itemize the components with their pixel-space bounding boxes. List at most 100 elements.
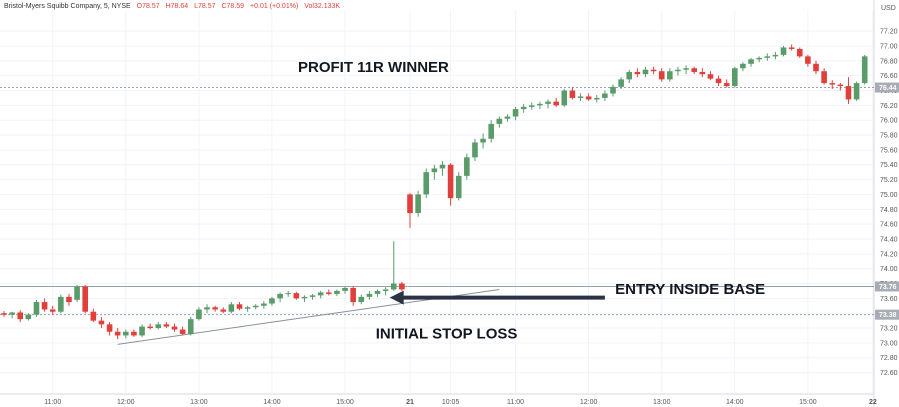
candle-body [504, 116, 511, 119]
candle-body [585, 96, 592, 100]
candle [1, 310, 7, 317]
candle-body [805, 56, 811, 64]
candle-body [317, 292, 324, 296]
legend-high: H78.64 [165, 3, 189, 10]
candle [756, 56, 762, 63]
candle-body [25, 314, 32, 320]
price-tick-label: 73.60 [880, 296, 898, 303]
candle-body [447, 164, 454, 199]
price-tick-label: 75.40 [880, 162, 898, 169]
candle [496, 116, 503, 128]
candle [49, 305, 56, 315]
candle-body [33, 302, 40, 315]
candle-body [537, 103, 543, 106]
candle-body [569, 90, 576, 98]
candle-body [179, 329, 186, 334]
candle-body [415, 194, 421, 213]
time-tick-label: 13:00 [653, 399, 671, 406]
candle-body [480, 138, 486, 143]
candle-body [455, 175, 462, 199]
candle [821, 68, 827, 85]
entry-arrow-head [389, 290, 404, 305]
candle [350, 286, 356, 306]
candle [277, 292, 283, 303]
candle-body [756, 57, 762, 60]
candle [805, 54, 811, 67]
candle-body [82, 286, 88, 312]
candle-body [780, 47, 787, 55]
price-tick-label: 76.00 [880, 118, 898, 125]
candle [399, 282, 405, 291]
candle-body [439, 164, 446, 169]
candle [764, 53, 771, 61]
candle [98, 316, 105, 329]
price-tick-label: 75.80 [880, 133, 898, 140]
candle [131, 329, 137, 337]
price-tick-label: 75.20 [880, 177, 898, 184]
candle-body [114, 331, 121, 336]
price-tick-label: 74.20 [880, 251, 898, 258]
chart-annotation: INITIAL STOP LOSS [376, 325, 518, 342]
time-tick-label: 21 [406, 399, 414, 406]
candle-body [382, 289, 389, 291]
time-tick-label: 10:05 [442, 399, 460, 406]
candle-body [41, 302, 48, 310]
candle [212, 305, 218, 312]
candle [252, 304, 259, 310]
candle [25, 313, 32, 321]
candle-body [58, 296, 64, 312]
candle-body [748, 59, 754, 64]
candle [723, 79, 730, 88]
candle [537, 101, 543, 110]
candle-body [683, 68, 689, 70]
candle-body [561, 90, 568, 106]
candle [585, 93, 592, 101]
candle-body [650, 69, 657, 72]
candle-body [707, 74, 714, 79]
candle [772, 51, 779, 60]
level-price-badge [875, 309, 899, 320]
candle-body [285, 293, 291, 295]
candle-body [642, 69, 649, 75]
candle-body [212, 307, 218, 310]
legend-symbol: Bristol-Myers Squibb Company, 5, NYSE [4, 3, 131, 10]
candle [106, 322, 113, 336]
candle [41, 298, 48, 312]
candle-body [829, 83, 836, 85]
candle [667, 68, 673, 82]
time-tick-label: 14:00 [263, 399, 281, 406]
price-tick-label: 74.40 [880, 236, 898, 243]
currency-label: USD [881, 5, 896, 12]
candle [610, 84, 616, 97]
candle-body [269, 298, 275, 304]
time-tick-label: 11:00 [507, 399, 524, 406]
candle [658, 68, 665, 82]
candle-body [853, 83, 860, 100]
candle-body [123, 331, 129, 336]
candle-body [772, 54, 779, 57]
candle [342, 286, 348, 294]
candle [545, 99, 551, 109]
candle-body [472, 142, 478, 158]
candle [488, 120, 494, 143]
candle [9, 311, 15, 319]
candle [577, 93, 584, 101]
candle-body [390, 283, 397, 290]
price-tick-label: 76.60 [880, 73, 898, 80]
candle [699, 68, 706, 78]
price-tick-label: 77.20 [880, 29, 898, 36]
candle-body [715, 78, 722, 84]
candle-body [309, 295, 316, 297]
candle [837, 83, 844, 91]
candle [415, 190, 421, 217]
candle [569, 87, 576, 100]
candle [504, 114, 511, 122]
candle-body [244, 307, 251, 309]
candle [326, 289, 332, 296]
price-tick-label: 76.20 [880, 103, 898, 110]
candle [147, 323, 153, 330]
candle [390, 241, 397, 291]
candle-body [837, 84, 844, 87]
candle-body [610, 86, 616, 94]
